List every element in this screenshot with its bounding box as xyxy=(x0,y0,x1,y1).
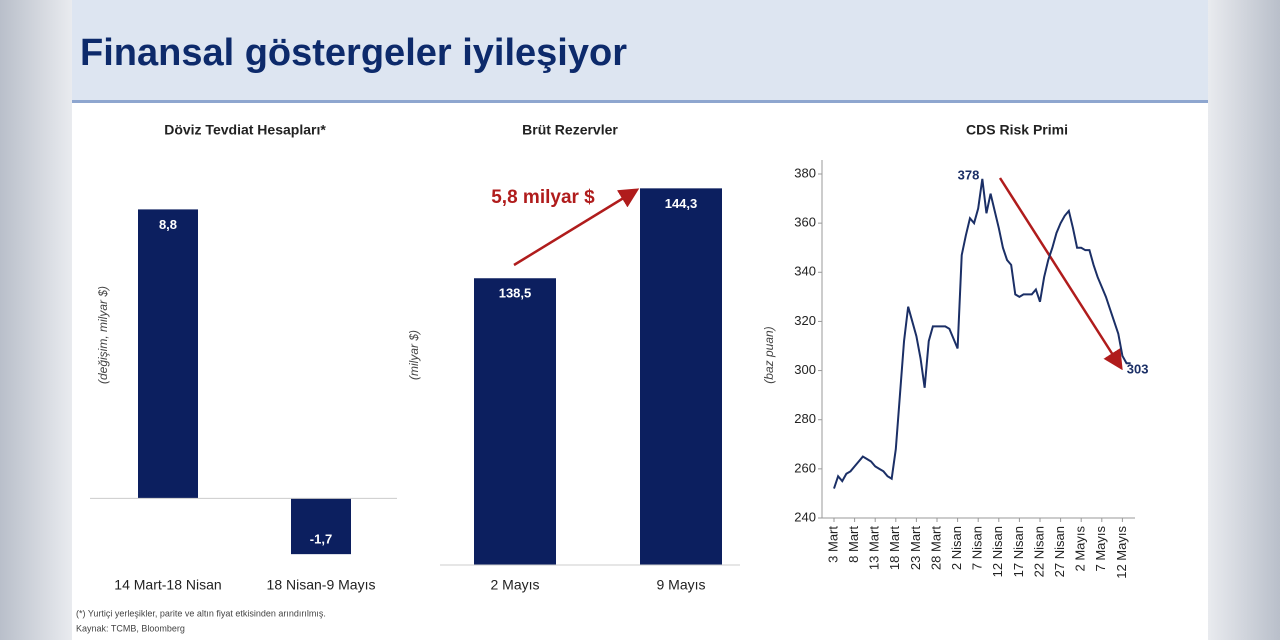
bar xyxy=(640,188,722,565)
header-rule xyxy=(72,100,1208,103)
header-bg xyxy=(72,0,1208,100)
slide-title: Finansal göstergeler iyileşiyor xyxy=(80,32,627,74)
chart-title: Brüt Rezervler xyxy=(522,122,618,138)
y-axis-label: (baz puan) xyxy=(762,326,776,383)
bar xyxy=(291,498,351,555)
x-tick-label: 9 Mayıs xyxy=(656,577,705,593)
x-tick-label: 27 Nisan xyxy=(1052,526,1067,577)
x-tick-label: 22 Nisan xyxy=(1031,526,1046,577)
value-label: -1,7 xyxy=(310,532,332,547)
y-tick-label: 240 xyxy=(794,509,816,524)
y-tick-label: 340 xyxy=(794,264,816,279)
x-tick-label: 18 Mart xyxy=(887,526,902,570)
x-tick-label: 2 Mayıs xyxy=(1073,526,1088,572)
y-axis-label: (değişim, milyar $) xyxy=(96,286,110,384)
annotation: 5,8 milyar $ xyxy=(491,187,595,208)
bar xyxy=(474,278,556,565)
x-tick-label: 7 Mayıs xyxy=(1093,526,1108,572)
value-label: 144,3 xyxy=(665,196,698,211)
x-tick-label: 28 Mart xyxy=(928,526,943,570)
x-tick-label: 12 Nisan xyxy=(990,526,1005,577)
x-tick-label: 12 Mayıs xyxy=(1114,526,1129,579)
x-tick-label: 13 Mart xyxy=(867,526,882,570)
value-label: 303 xyxy=(1127,362,1149,377)
y-axis-label: (milyar $) xyxy=(407,330,421,380)
y-tick-label: 280 xyxy=(794,411,816,426)
y-tick-label: 260 xyxy=(794,460,816,475)
y-tick-label: 360 xyxy=(794,215,816,230)
x-tick-label: 2 Nisan xyxy=(949,526,964,570)
y-tick-label: 300 xyxy=(794,362,816,377)
value-label: 138,5 xyxy=(499,286,532,301)
arrow xyxy=(513,188,640,267)
x-tick-label: 2 Mayıs xyxy=(490,577,539,593)
y-tick-label: 380 xyxy=(794,165,816,180)
line xyxy=(833,178,1131,489)
x-tick-label: 18 Nisan-9 Mayıs xyxy=(267,577,376,593)
x-tick-label: 17 Nisan xyxy=(1011,526,1026,577)
x-tick-label: 7 Nisan xyxy=(970,526,985,570)
x-tick-label: 3 Mart xyxy=(825,526,840,563)
value-label: 8,8 xyxy=(159,217,177,232)
arrow xyxy=(998,177,1123,371)
value-label: 378 xyxy=(958,167,980,182)
y-tick-label: 320 xyxy=(794,313,816,328)
chart-title: Döviz Tevdiat Hesapları* xyxy=(164,122,326,138)
footnote: Kaynak: TCMB, Bloomberg xyxy=(76,623,185,633)
x-tick-label: 23 Mart xyxy=(908,526,923,570)
x-tick-label: 14 Mart-18 Nisan xyxy=(114,577,221,593)
chart-title: CDS Risk Primi xyxy=(966,122,1068,138)
bar xyxy=(138,209,198,499)
x-tick-label: 8 Mart xyxy=(846,526,861,563)
footnote: (*) Yurtiçi yerleşikler, parite ve altın… xyxy=(76,608,326,618)
